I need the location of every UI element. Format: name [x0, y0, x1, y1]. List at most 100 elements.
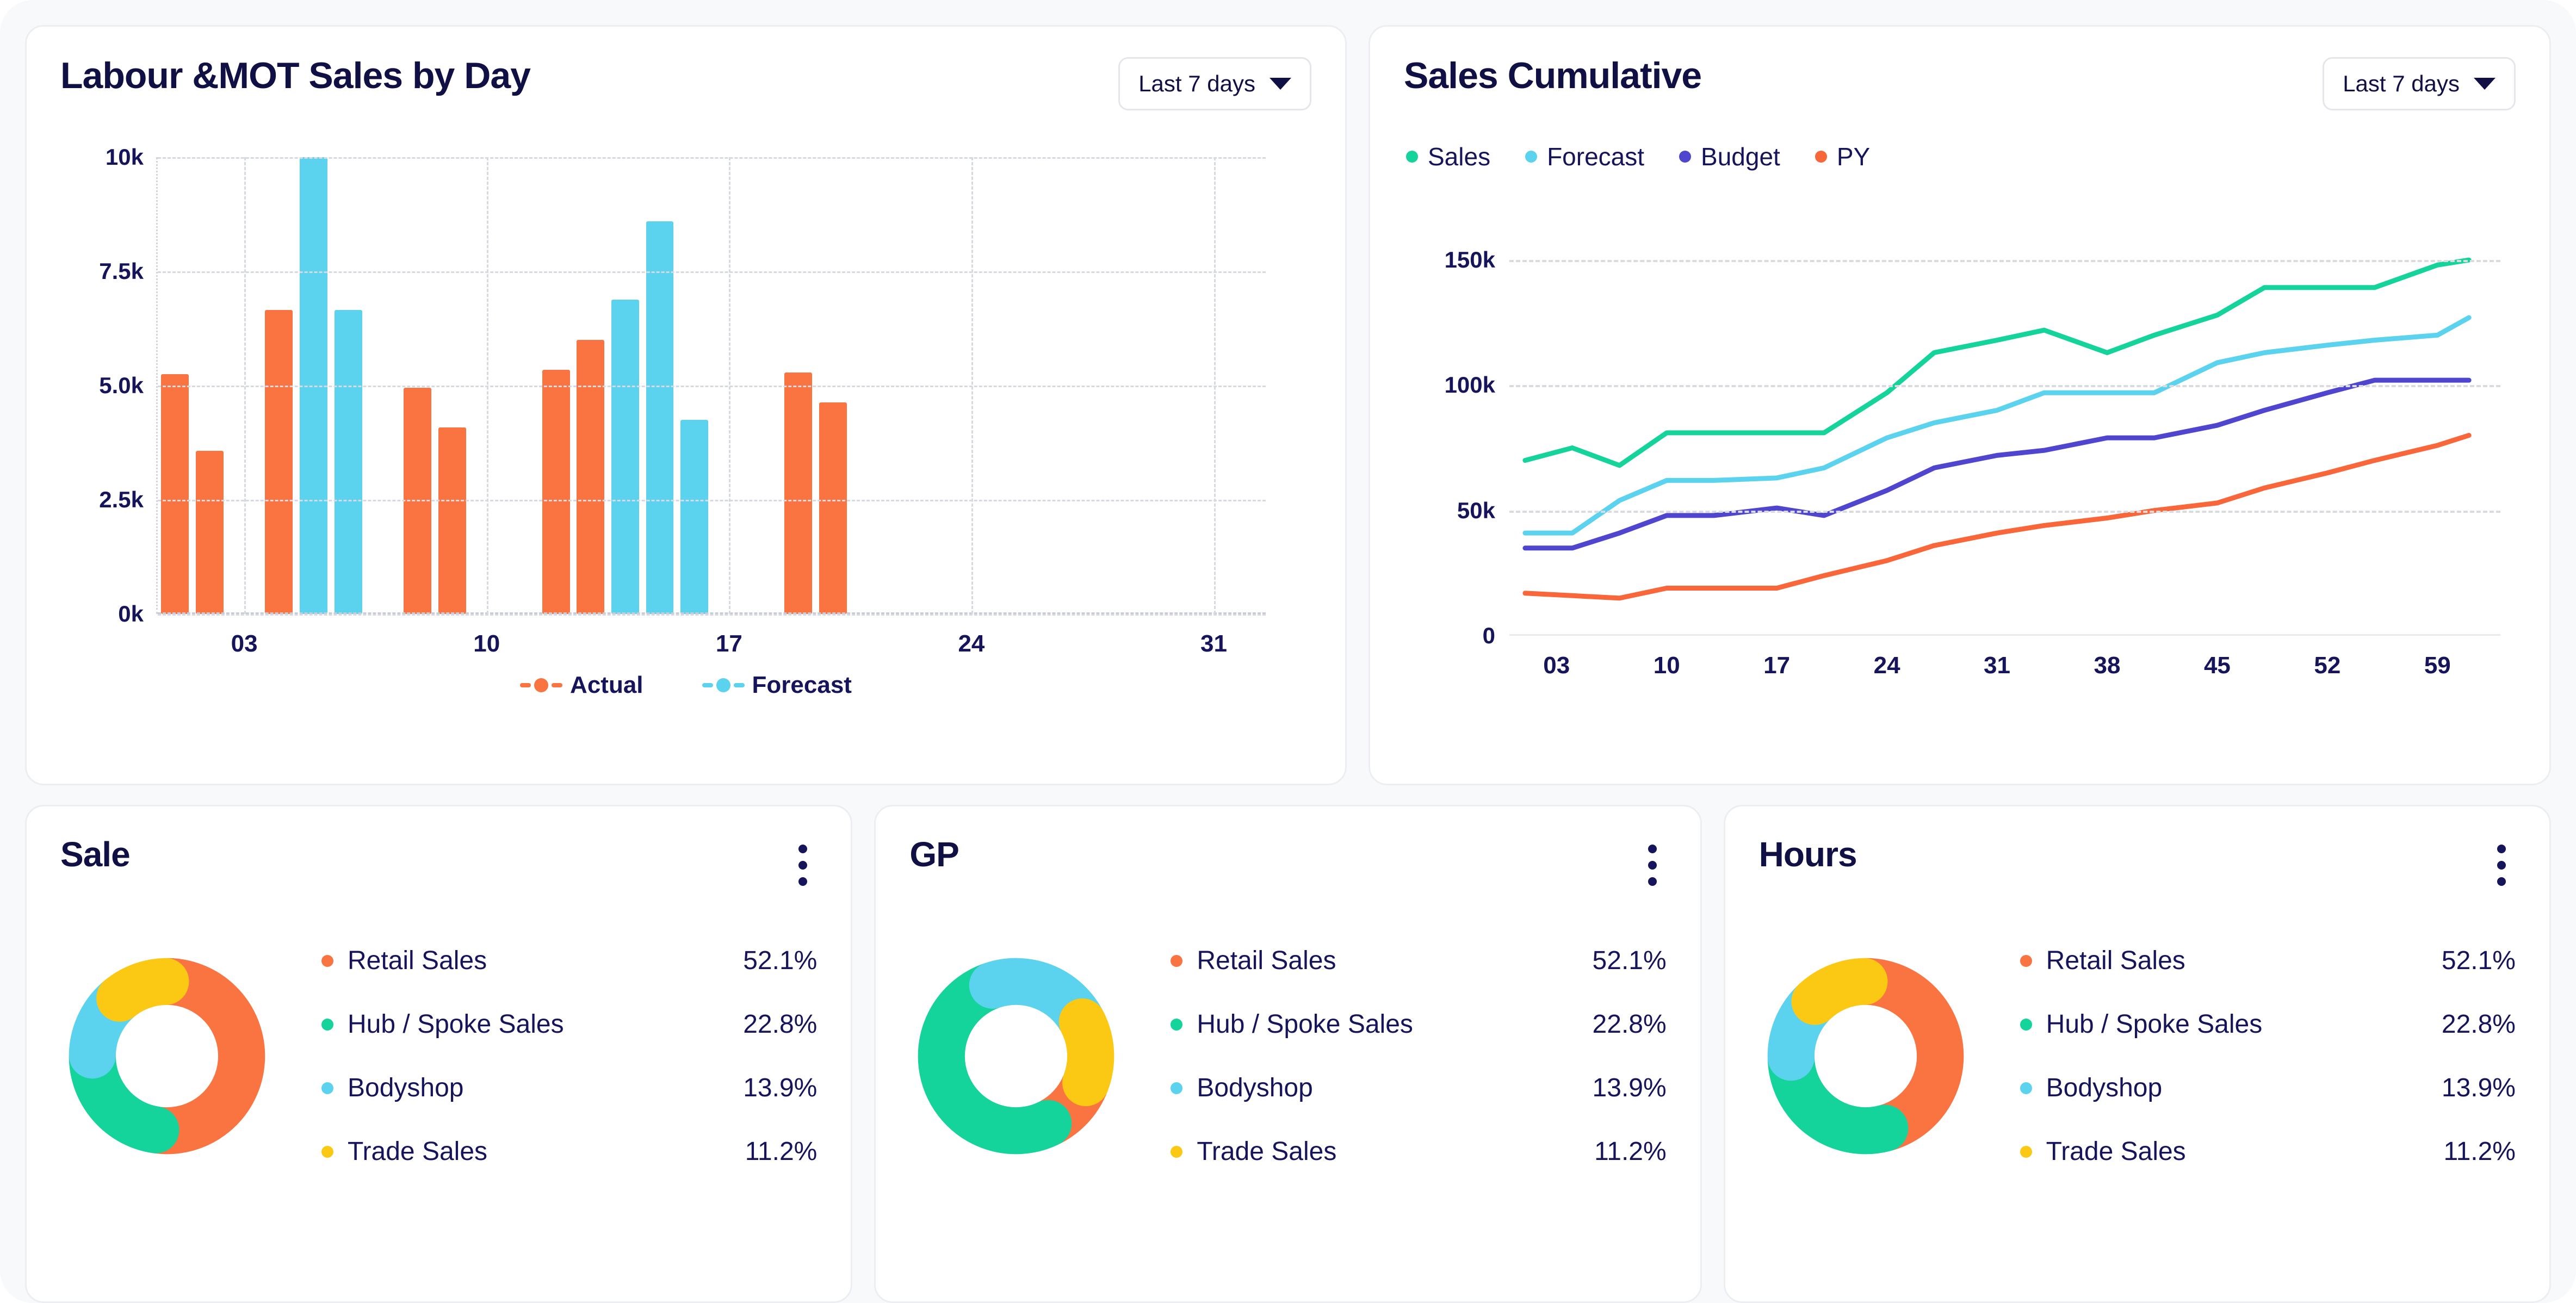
donut-row: Sale Retail Sales 52.1% Hub / Spoke Sales 22…	[25, 805, 2551, 1303]
donut-legend-dot	[1171, 1018, 1183, 1031]
donut-legend-label: Retail Sales	[348, 946, 487, 975]
donut-slice	[1059, 998, 1114, 1107]
line-y-tick-label: 150k	[1444, 247, 1495, 273]
bar-vertical-gridline	[971, 157, 973, 614]
line-y-tick-label: 100k	[1444, 372, 1495, 398]
line-legend-item[interactable]: Sales	[1406, 142, 1490, 171]
line-plot-area: 150k 100k 50k 0 03 10 17 24 31 38 45 52 59	[1445, 222, 2500, 679]
line-legend-label: Forecast	[1547, 142, 1645, 171]
line-x-tick-label: 45	[2203, 652, 2231, 679]
bar-legend-label: Forecast	[752, 672, 852, 698]
page-title: Sales Cumulative	[1404, 55, 1702, 96]
donut-legend-dot	[1171, 954, 1183, 967]
line-gridline	[1509, 510, 2500, 513]
line-gridline	[1509, 385, 2500, 388]
labour-mot-sales-card: Labour &MOT Sales by Day Last 7 days 10k…	[25, 25, 1347, 785]
donut-card-body: Retail Sales 52.1% Hub / Spoke Sales 22.8% B…	[1725, 946, 2549, 1167]
list-item[interactable]: Retail Sales 52.1%	[2020, 946, 2516, 976]
line-series-sales	[1525, 260, 2469, 466]
bar-actual	[819, 402, 847, 614]
donut-legend-label: Hub / Spoke Sales	[2046, 1010, 2263, 1039]
line-x-tick-label: 24	[1873, 652, 1900, 679]
line-legend-item[interactable]: PY	[1815, 142, 1870, 171]
donut-legend-dot	[321, 1018, 333, 1031]
list-item[interactable]: Bodyshop 13.9%	[2020, 1073, 2516, 1103]
donut-legend-dot	[1171, 1145, 1183, 1158]
donut-legend-value: 11.2%	[745, 1137, 818, 1166]
bar-gridline	[158, 386, 1266, 387]
line-legend-item[interactable]: Forecast	[1525, 142, 1644, 171]
bar-vertical-gridline	[244, 157, 246, 614]
bar-legend-item[interactable]: Actual	[520, 672, 643, 699]
list-item[interactable]: Bodyshop 13.9%	[321, 1073, 817, 1103]
kebab-menu-icon[interactable]	[789, 837, 817, 894]
list-item[interactable]: Hub / Spoke Sales 22.8%	[1171, 1009, 1667, 1039]
donut-legend-dot	[321, 1145, 333, 1158]
donut-legend-label: Bodyshop	[348, 1074, 464, 1102]
donut-chart	[918, 958, 1114, 1155]
line-x-tick-label: 38	[2094, 652, 2121, 679]
list-item[interactable]: Retail Sales 52.1%	[1171, 946, 1667, 976]
bar-vertical-gridline	[1213, 157, 1216, 614]
bar-actual	[161, 374, 189, 614]
bar-x-tick-label: 17	[715, 630, 742, 657]
line-x-tick-label: 10	[1653, 652, 1680, 679]
page-title: Sale	[60, 835, 131, 874]
donut-card-header: GP	[876, 806, 1700, 894]
donut-legend-label: Bodyshop	[1197, 1074, 1313, 1102]
bar-vertical-gridline	[729, 157, 731, 614]
list-item[interactable]: Bodyshop 13.9%	[1171, 1073, 1667, 1103]
donut-legend-value: 13.9%	[2441, 1074, 2516, 1102]
list-item[interactable]: Retail Sales 52.1%	[321, 946, 817, 976]
donut-legend-value: 52.1%	[2441, 946, 2516, 975]
donut-legend-value: 13.9%	[1592, 1074, 1667, 1102]
bar-gridline	[158, 157, 1266, 159]
donut-legend-dot	[2020, 954, 2032, 967]
list-item[interactable]: Hub / Spoke Sales 22.8%	[321, 1009, 817, 1039]
line-x-tick-label: 52	[2314, 652, 2341, 679]
list-item[interactable]: Trade Sales 11.2%	[1171, 1137, 1667, 1167]
bar-x-tick-label: 24	[958, 630, 985, 657]
line-range-select[interactable]: Last 7 days	[2323, 57, 2516, 110]
donut-legend-value: 52.1%	[1592, 946, 1667, 975]
list-item[interactable]: Trade Sales 11.2%	[2020, 1137, 2516, 1167]
bar-x-tick-label: 10	[473, 630, 500, 657]
line-legend-label: PY	[1836, 142, 1871, 171]
donut-card-hours: Hours Retail Sales 52.1% Hub / Spoke Sales 2…	[1723, 805, 2551, 1303]
bar-legend-item[interactable]: Forecast	[702, 672, 852, 699]
line-y-tick-label: 50k	[1457, 497, 1495, 523]
line-legend-item[interactable]: Budget	[1679, 142, 1780, 171]
bar-range-select[interactable]: Last 7 days	[1118, 57, 1311, 110]
bar-vertical-gridline	[486, 157, 488, 614]
page-title: GP	[909, 835, 959, 874]
line-legend-dot	[1406, 151, 1418, 163]
donut-legend-value: 11.2%	[1594, 1137, 1667, 1166]
list-item[interactable]: Hub / Spoke Sales 22.8%	[2020, 1009, 2516, 1039]
line-x-tick-label: 59	[2424, 652, 2451, 679]
line-legend-dot	[1815, 151, 1827, 163]
bar-gridline	[158, 614, 1266, 616]
line-series-budget	[1525, 380, 2469, 548]
bar-x-tick-label: 03	[231, 630, 258, 657]
donut-legend-value: 22.8%	[743, 1010, 818, 1039]
donut-card-body: Retail Sales 52.1% Hub / Spoke Sales 22.8% B…	[27, 946, 851, 1167]
line-zero-axis	[1509, 634, 2500, 636]
line-series-svg	[1509, 222, 2500, 636]
bar-plot-area: 10k 7.5k 5.0k 2.5k 0k 03 10 17 24 31	[99, 144, 1266, 657]
kebab-menu-icon[interactable]	[2487, 837, 2516, 894]
donut-slice	[135, 958, 265, 1155]
donut-legend-dot	[2020, 1018, 2032, 1031]
bar-gridline	[158, 271, 1266, 273]
line-series-forecast	[1525, 318, 2469, 533]
bar-actual	[196, 451, 224, 614]
donut-slice	[1791, 958, 1888, 1025]
list-item[interactable]: Trade Sales 11.2%	[321, 1137, 817, 1167]
donut-slice	[1843, 958, 1964, 1151]
bar-card-header: Labour &MOT Sales by Day Last 7 days	[27, 27, 1345, 110]
kebab-menu-icon[interactable]	[1638, 837, 1667, 894]
line-legend-label: Sales	[1428, 142, 1491, 171]
donut-legend-dot	[321, 1082, 333, 1094]
donut-card-body: Retail Sales 52.1% Hub / Spoke Sales 22.8% B…	[876, 946, 1700, 1167]
bar-y-tick-label: 0k	[118, 601, 144, 626]
bar-actual	[577, 340, 605, 614]
